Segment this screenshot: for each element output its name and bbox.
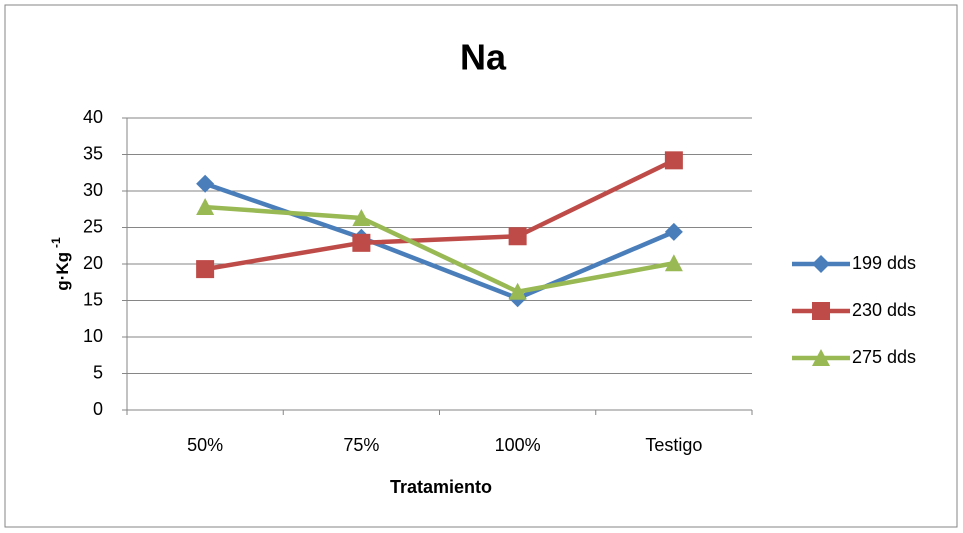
y-tick-label: 35 — [83, 143, 103, 163]
y-axis-label-main: g·Kg — [53, 252, 72, 291]
y-tick-label: 40 — [83, 107, 103, 127]
marker — [196, 174, 215, 193]
x-axis-label: Tratamiento — [390, 477, 492, 497]
marker — [812, 349, 830, 366]
marker — [664, 222, 683, 241]
marker — [812, 255, 830, 273]
marker — [508, 227, 527, 246]
y-axis-label: g·Kg -1 — [49, 237, 72, 291]
marker — [664, 151, 683, 170]
y-tick-label: 15 — [83, 289, 103, 309]
marker — [196, 198, 215, 216]
y-tick-label: 20 — [83, 253, 103, 273]
x-tick-label: 75% — [343, 435, 379, 455]
x-tick-label: 100% — [495, 435, 541, 455]
y-tick-label: 5 — [93, 362, 103, 382]
x-tick-label: Testigo — [645, 435, 702, 455]
y-tick-label: 25 — [83, 216, 103, 236]
y-tick-label: 10 — [83, 326, 103, 346]
legend-label: 275 dds — [852, 347, 916, 367]
chart-title: Na — [460, 37, 507, 78]
marker — [664, 254, 683, 272]
marker — [508, 282, 527, 300]
y-tick-label: 30 — [83, 180, 103, 200]
marker — [196, 260, 215, 279]
y-tick-label: 0 — [93, 399, 103, 419]
x-tick-label: 50% — [187, 435, 223, 455]
legend-label: 199 dds — [852, 253, 916, 273]
y-axis-label-sup: -1 — [49, 237, 63, 248]
marker — [812, 302, 830, 320]
marker — [352, 233, 371, 252]
series-line — [204, 204, 675, 294]
marker — [352, 209, 371, 227]
legend-label: 230 dds — [852, 300, 916, 320]
series-line — [204, 158, 675, 272]
